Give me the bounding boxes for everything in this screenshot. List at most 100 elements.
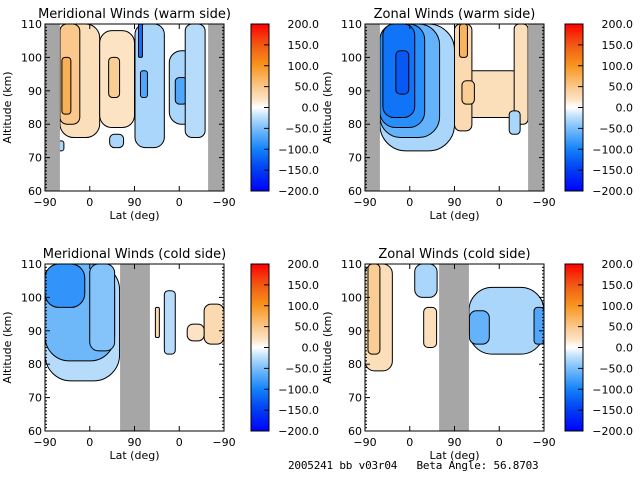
contour-region [89,264,116,352]
x-tick-label: 90 [448,436,462,449]
contour-region [533,306,544,345]
contour-region [468,310,490,345]
x-tick-label: −90 [33,196,56,209]
contour-region [508,110,521,135]
y-axis-label: Altitude (km) [321,71,334,143]
no-data-band [439,264,469,431]
colorbar-tick-label: 100.0 [602,60,634,73]
x-tick-label: 0 [406,196,413,209]
colorbar-tick-label: 100.0 [288,60,320,73]
contour-region [61,56,72,115]
panel-title: Meridional Winds (cold side) [43,247,226,262]
y-tick-label: 80 [28,118,42,131]
contour-region [423,306,438,349]
colorbar-tick-label: 50.0 [609,321,634,334]
y-tick-label: 70 [28,392,42,405]
colorbar-tick-label: 50.0 [609,81,634,94]
y-tick-label: 90 [28,325,42,338]
contour-region [458,24,468,58]
colorbar-tick-label: 100.0 [288,300,320,313]
contour-region [109,133,125,149]
x-tick-label: 0 [176,196,183,209]
colorbar-tick-label: −100.0 [592,383,633,396]
contour-region [461,80,475,105]
x-tick-label: −90 [353,436,376,449]
x-tick-label: 90 [128,196,142,209]
y-tick-label: 60 [28,425,42,438]
no-data-band [45,24,60,191]
colorbar-tick-label: 50.0 [295,321,320,334]
y-tick-label: 60 [348,185,362,198]
y-axis-label: Altitude (km) [321,311,334,383]
colorbar-tick-label: −100.0 [278,383,319,396]
contour-region [414,264,438,298]
plot-area [365,264,544,431]
y-tick-label: 70 [348,392,362,405]
panel-mer-cold: 60 70 80 90 100 110 −90 0 90 0 −90 Meridional Winds… [1,247,319,462]
contour-region [186,323,205,342]
no-data-band [120,264,150,431]
x-tick-label: 90 [448,196,462,209]
y-axis-label: Altitude (km) [1,311,14,383]
x-axis-label: Lat (deg) [430,449,480,462]
y-tick-label: 60 [348,425,362,438]
colorbar-tick-label: −150.0 [592,404,633,417]
contour-region [137,24,143,58]
contour-region [139,70,148,98]
panel-zon-cold: 60 70 80 90 100 110 −90 0 90 0 −90 Zonal Winds (col… [321,247,633,462]
footer-info: 2005241 bb v03r04 Beta Angle: 56.8703 [288,459,539,472]
x-tick-label: −90 [212,196,235,209]
y-tick-label: 100 [341,51,362,64]
x-tick-label: −90 [532,196,555,209]
colorbar-tick-label: −150.0 [278,164,319,177]
contour-region [108,56,121,98]
colorbar-tick-label: 0.0 [616,342,634,355]
x-tick-label: 0 [86,196,93,209]
x-tick-label: 0 [496,196,503,209]
contour-region [513,24,529,125]
y-tick-label: 70 [348,152,362,165]
colorbar-tick-label: 150.0 [288,279,320,292]
contour-region [154,306,160,338]
colorbar-tick-label: −50.0 [599,122,633,135]
colorbar-tick-label: −200.0 [278,185,319,198]
panel-title: Meridional Winds (warm side) [38,7,231,22]
colorbar-tick-label: 0.0 [302,342,320,355]
colorbar-tick-label: −200.0 [592,425,633,438]
colorbar-tick-label: −50.0 [285,122,319,135]
x-tick-label: −90 [212,436,235,449]
colorbar-tick-label: 0.0 [616,102,634,115]
colorbar-tick-label: 150.0 [288,39,320,52]
colorbar-tick-label: −100.0 [278,143,319,156]
y-tick-label: 110 [21,258,42,271]
x-tick-label: 0 [176,436,183,449]
colorbar-tick-label: −50.0 [599,362,633,375]
x-tick-label: −90 [353,196,376,209]
colorbar-tick-label: −200.0 [278,425,319,438]
contour-region [367,264,381,355]
no-data-band [528,24,544,191]
colorbar-tick-label: 150.0 [602,39,634,52]
colorbar-tick-label: −50.0 [285,362,319,375]
colorbar-tick-label: 200.0 [602,18,634,31]
x-tick-label: 0 [406,436,413,449]
colorbar-tick-label: −200.0 [592,185,633,198]
y-tick-label: 100 [21,51,42,64]
x-tick-label: 90 [128,436,142,449]
colorbar-tick-label: −100.0 [592,143,633,156]
y-axis-label: Altitude (km) [1,71,14,143]
colorbar-tick-label: 0.0 [302,102,320,115]
colorbar-tick-label: 200.0 [602,258,634,271]
y-tick-label: 110 [341,258,362,271]
colorbar-tick-label: −150.0 [592,164,633,177]
y-tick-label: 90 [28,85,42,98]
y-tick-label: 80 [348,358,362,371]
panel-title: Zonal Winds (warm side) [374,7,536,22]
x-tick-label: −90 [532,436,555,449]
y-tick-label: 110 [341,18,362,31]
panel-zon-warm: 60 70 80 90 100 110 −90 0 90 0 −90 Zonal Winds (war… [321,7,633,222]
y-tick-label: 60 [28,185,42,198]
x-axis-label: Lat (deg) [430,209,480,222]
colorbar-tick-label: 200.0 [288,258,320,271]
